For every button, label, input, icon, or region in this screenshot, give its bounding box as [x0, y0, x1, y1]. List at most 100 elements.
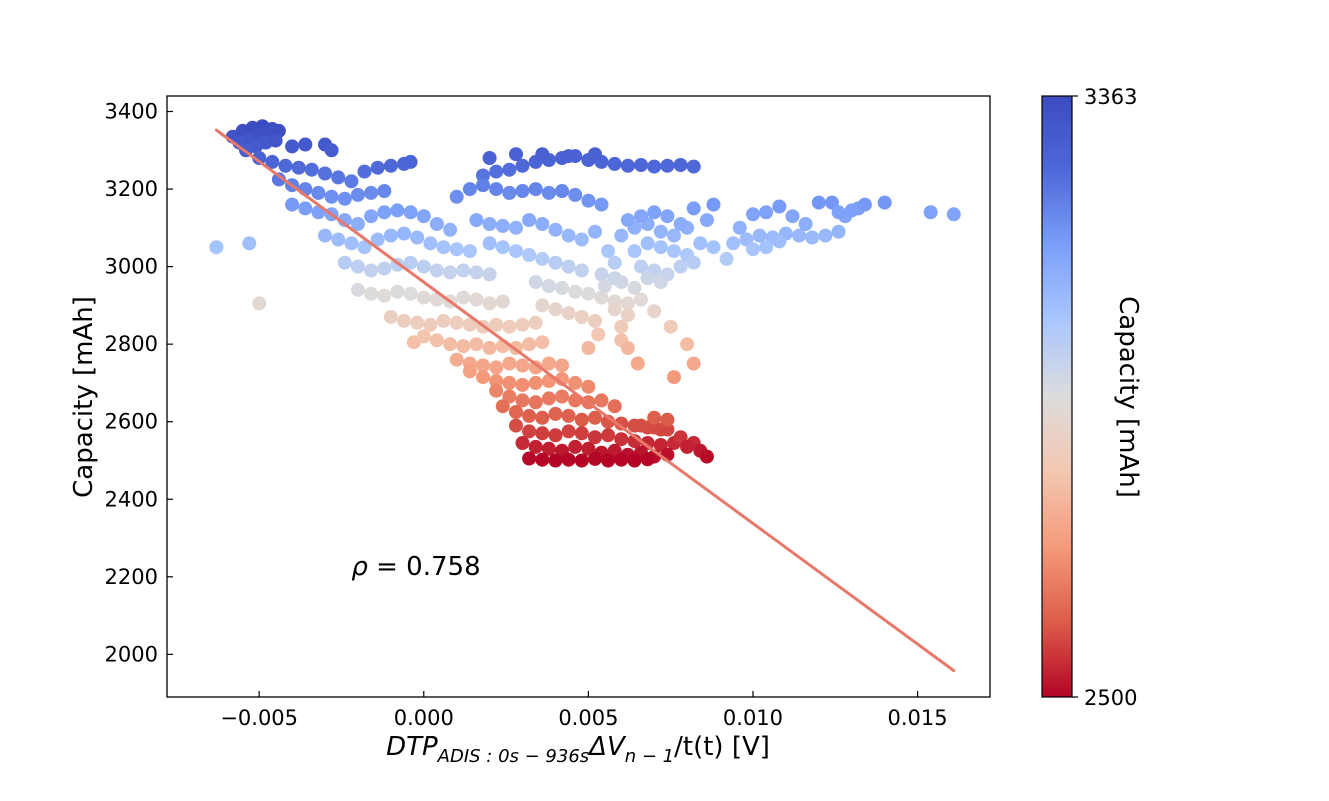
data-point: [607, 156, 622, 171]
data-point: [627, 453, 642, 468]
data-point: [591, 327, 606, 342]
data-point: [561, 408, 576, 423]
y-axis-label: Capacity [mAh]: [69, 296, 99, 498]
data-point: [614, 416, 629, 431]
data-point: [568, 375, 583, 390]
data-point: [640, 236, 655, 251]
data-point: [706, 240, 721, 255]
data-point: [568, 187, 583, 202]
data-point: [403, 205, 418, 220]
data-point: [495, 294, 510, 309]
data-point: [541, 441, 556, 456]
scatter-points: [209, 119, 961, 468]
data-point: [364, 286, 379, 301]
data-point: [686, 356, 701, 371]
data-point: [653, 275, 668, 290]
data-point: [581, 441, 596, 456]
data-point: [515, 436, 530, 450]
data-point: [673, 259, 688, 274]
data-point: [607, 255, 622, 270]
data-point: [515, 317, 530, 332]
data-point: [647, 410, 662, 425]
data-point: [653, 240, 668, 255]
y-tick-label: 2600: [105, 410, 158, 434]
data-point: [759, 240, 774, 255]
data-point: [746, 207, 760, 222]
data-point: [383, 158, 398, 173]
data-point: [541, 279, 556, 293]
data-point: [331, 170, 346, 185]
y-tick-label: 2800: [105, 332, 158, 356]
data-point: [449, 242, 464, 257]
data-point: [798, 217, 813, 231]
data-point: [509, 244, 523, 259]
data-point: [209, 240, 224, 255]
data-point: [660, 209, 675, 224]
data-point: [449, 189, 464, 204]
data-point: [449, 315, 464, 330]
data-point: [647, 159, 662, 174]
data-point: [390, 284, 405, 299]
x-tick-label: 0.000: [394, 706, 454, 730]
x-tick-label: −0.005: [220, 706, 298, 730]
data-point: [555, 280, 569, 295]
data-point: [686, 201, 701, 216]
data-point: [318, 228, 332, 243]
data-point: [719, 251, 734, 266]
data-point: [350, 187, 365, 202]
data-point: [522, 451, 537, 466]
data-point: [759, 205, 774, 220]
data-point: [489, 317, 504, 332]
data-point: [548, 302, 563, 317]
data-point: [502, 356, 517, 371]
data-point: [660, 158, 675, 173]
data-point: [535, 335, 550, 350]
data-point: [482, 267, 497, 282]
y-tick-label: 3000: [105, 255, 158, 279]
data-point: [377, 261, 392, 276]
data-point: [686, 159, 701, 174]
data-point: [522, 248, 537, 262]
data-point: [726, 236, 741, 251]
plot-frame: [166, 95, 991, 698]
data-point: [634, 158, 648, 172]
data-point: [561, 228, 576, 243]
data-point: [746, 242, 760, 257]
data-point: [634, 209, 648, 224]
data-point: [792, 228, 807, 243]
data-point: [699, 213, 714, 228]
x-tick-label: 0.010: [723, 706, 783, 730]
data-point: [647, 304, 662, 319]
data-point: [663, 319, 678, 334]
data-point: [634, 292, 648, 307]
data-point: [660, 422, 675, 437]
data-point: [423, 317, 438, 332]
data-point: [607, 302, 622, 317]
data-point: [416, 290, 431, 305]
data-point: [535, 452, 550, 467]
data-point: [456, 290, 471, 305]
data-point: [443, 265, 458, 280]
data-point: [561, 452, 576, 467]
data-point: [686, 255, 701, 270]
data-point: [614, 319, 629, 334]
data-point: [416, 259, 431, 274]
data-point: [489, 374, 504, 388]
data-point: [581, 341, 596, 355]
data-point: [298, 137, 313, 152]
data-point: [515, 393, 530, 408]
data-point: [489, 182, 504, 197]
data-point: [535, 147, 550, 162]
data-point: [568, 284, 583, 299]
data-point: [242, 236, 257, 251]
data-point: [469, 213, 484, 228]
regression-line: [214, 128, 956, 673]
data-point: [390, 203, 405, 218]
data-point: [699, 449, 714, 464]
data-point: [574, 263, 589, 278]
data-point: [377, 205, 392, 220]
data-point: [588, 410, 602, 425]
data-point: [265, 154, 280, 169]
data-point: [752, 228, 767, 243]
